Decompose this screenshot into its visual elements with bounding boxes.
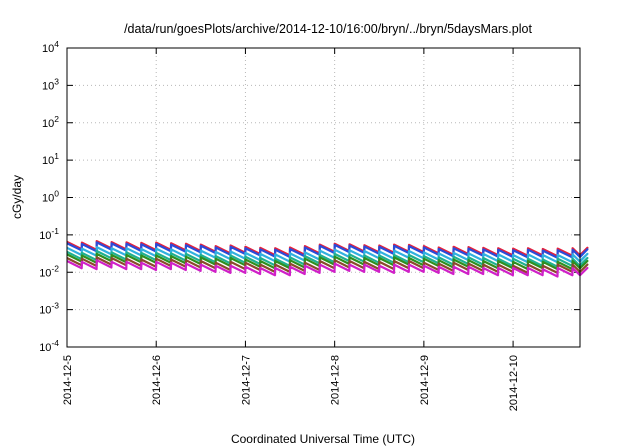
y-tick-label: 101 <box>42 151 59 167</box>
y-tick-label: 10-4 <box>39 338 59 354</box>
x-tick-label: 2014-12-9 <box>419 355 431 405</box>
y-tick-label: 100 <box>42 189 59 205</box>
y-axis-label: cGy/day <box>10 175 24 219</box>
chart-title: /data/run/goesPlots/archive/2014-12-10/1… <box>124 22 532 36</box>
x-tick-label: 2014-12-5 <box>62 355 74 405</box>
x-tick-label: 2014-12-8 <box>330 355 342 405</box>
y-tick-label: 103 <box>42 76 59 92</box>
plot-frame <box>66 47 581 348</box>
y-tick-labels: 104 103 102 101 100 10-1 10-2 10-3 10-4 <box>39 39 59 354</box>
series-group <box>66 240 589 278</box>
y-tick-label: 10-1 <box>39 226 59 242</box>
x-axis-label: Coordinated Universal Time (UTC) <box>231 432 415 446</box>
grid <box>66 47 580 348</box>
y-tick-label: 10-3 <box>39 301 59 317</box>
x-tick-label: 2014-12-10 <box>508 355 520 411</box>
series-line-7 <box>66 259 589 278</box>
x-tick-label: 2014-12-6 <box>151 355 163 405</box>
x-tick-label: 2014-12-7 <box>240 355 252 405</box>
y-tick-label: 102 <box>42 114 59 130</box>
y-tick-label: 104 <box>42 39 59 55</box>
x-tick-labels: 2014-12-5 2014-12-6 2014-12-7 2014-12-8 2014… <box>62 355 520 411</box>
y-tick-label: 10-2 <box>39 263 59 279</box>
